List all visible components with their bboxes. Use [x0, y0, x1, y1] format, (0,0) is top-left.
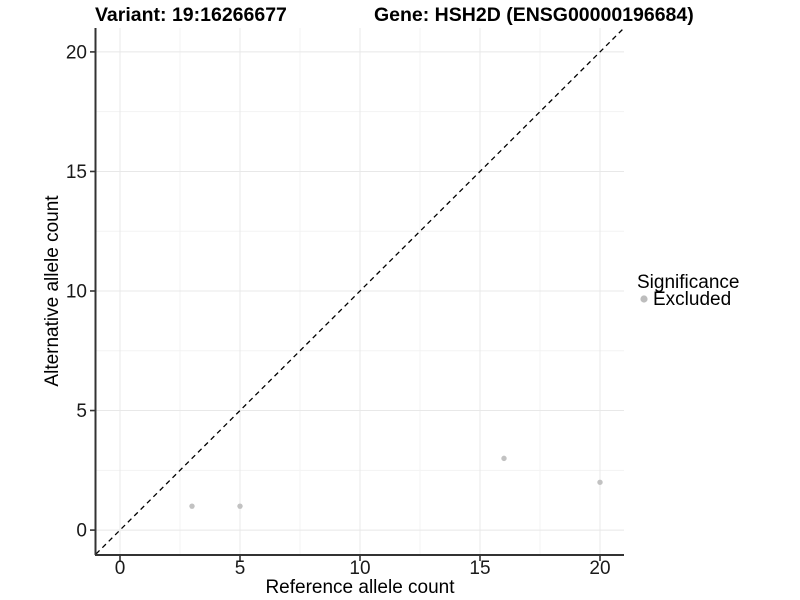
y-tick-label: 0: [76, 521, 87, 542]
data-point: [501, 455, 507, 462]
axis-lines: [94, 28, 624, 556]
data-points: [189, 455, 603, 509]
data-point: [237, 503, 243, 509]
x-axis-tick-labels: 0 5 10 15 20: [115, 558, 611, 579]
data-point: [597, 479, 603, 485]
legend-excluded-label: Excluded: [653, 289, 731, 310]
legend-excluded-dot-icon: [640, 295, 648, 303]
y-tick-label: 15: [66, 162, 87, 183]
variant-title: Variant: 19:16266677: [95, 4, 287, 26]
x-axis-title: Reference allele count: [265, 577, 455, 598]
y-tick-label: 5: [76, 401, 87, 422]
x-tick-label: 5: [235, 558, 246, 579]
gene-title: Gene: HSH2D (ENSG00000196684): [374, 4, 694, 26]
data-point: [189, 503, 195, 509]
major-gridlines: [96, 28, 624, 554]
legend: Significance Excluded: [637, 272, 739, 310]
x-tick-label: 10: [349, 558, 370, 579]
y-tick-label: 20: [66, 42, 87, 63]
legend-title: Significance: [637, 272, 739, 293]
x-tick-label: 0: [115, 558, 126, 579]
x-tick-label: 20: [589, 558, 610, 579]
y-axis-tick-labels: 0 5 10 15 20: [66, 42, 87, 541]
identity-dashed-line: [95, 27, 625, 555]
axis-tick-marks: [90, 51, 601, 561]
y-tick-label: 10: [66, 282, 87, 303]
x-tick-label: 15: [469, 558, 490, 579]
y-axis-title: Alternative allele count: [42, 195, 63, 387]
